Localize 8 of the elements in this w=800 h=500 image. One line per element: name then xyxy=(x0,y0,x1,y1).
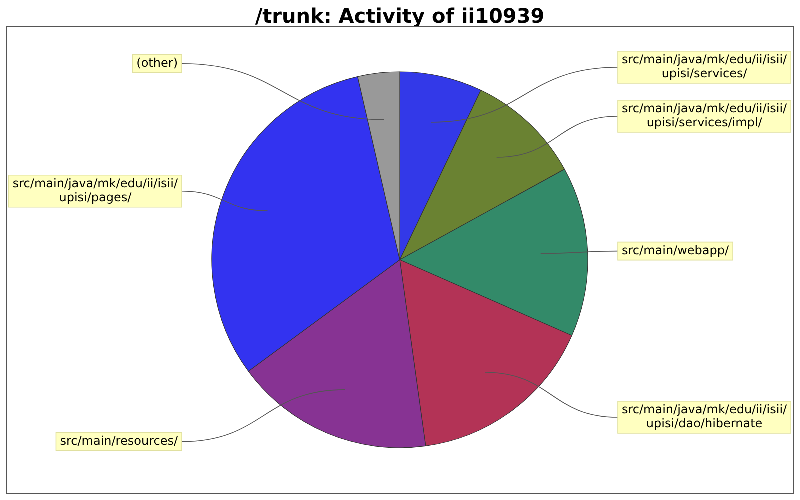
slice-label: (other) xyxy=(136,56,178,70)
slice-label: src/main/java/mk/edu/ii/isii/upisi/pages/ xyxy=(12,176,179,205)
slice-label: src/main/webapp/ xyxy=(622,243,730,258)
slice-label: src/main/java/mk/edu/ii/isii/upisi/services/impl/ xyxy=(622,102,788,130)
slice-label: src/main/resources/ xyxy=(60,434,179,448)
slice-label: src/main/java/mk/edu/ii/isii/upisi/services/ xyxy=(622,52,788,81)
chart-title: /trunk: Activity of ii10939 xyxy=(255,4,545,28)
slice-label: src/main/java/mk/edu/ii/isii/upisi/dao/hibernate xyxy=(622,402,788,431)
